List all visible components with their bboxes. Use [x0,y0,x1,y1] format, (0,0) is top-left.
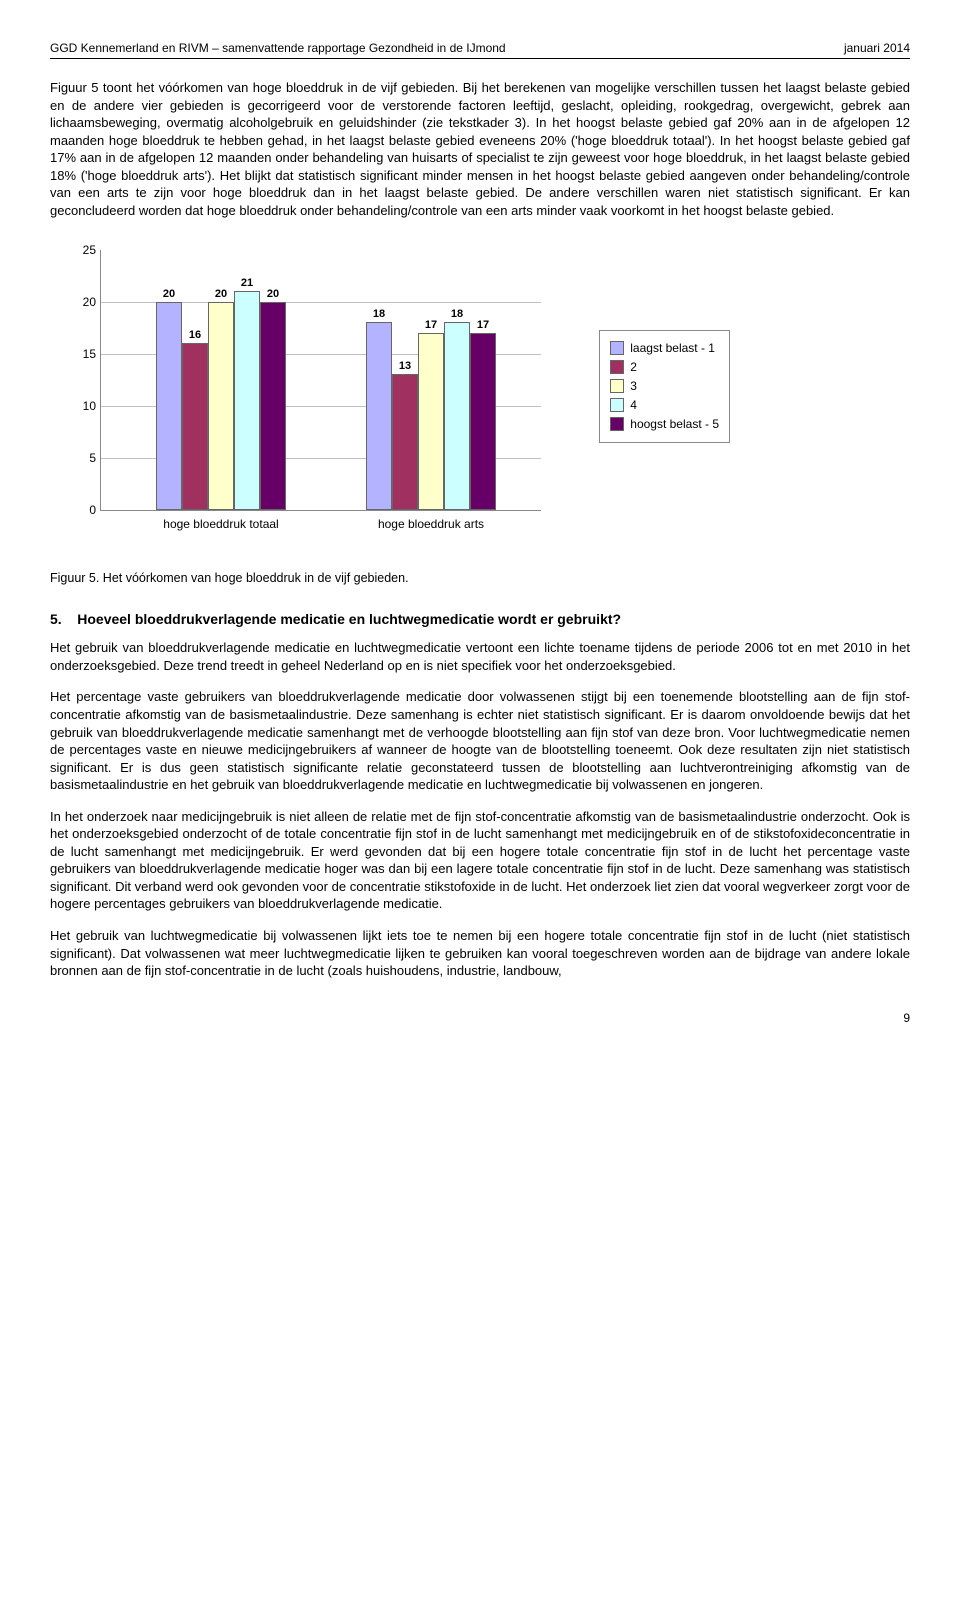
chart-y-tick: 5 [71,449,96,465]
legend-swatch [610,417,624,431]
chart-bar: 13 [392,374,418,509]
chart-plot-area: 05101520252016202120hoge bloeddruk totaa… [100,250,541,511]
legend-item: 2 [610,359,719,375]
page-header: GGD Kennemerland en RIVM – samenvattende… [50,40,910,59]
legend-swatch [610,398,624,412]
chart-bar: 18 [366,322,392,509]
header-right: januari 2014 [844,40,910,56]
intro-paragraph: Figuur 5 toont het vóórkomen van hoge bl… [50,79,910,219]
body-paragraph-3: In het onderzoek naar medicijngebruik is… [50,808,910,913]
legend-item: 3 [610,378,719,394]
chart-bar-value: 21 [241,276,253,291]
chart-bar: 20 [156,302,182,510]
legend-swatch [610,360,624,374]
chart-legend: laagst belast - 1 2 3 4 hoogst belast - 5 [599,330,730,443]
chart-bar-value: 20 [267,287,279,302]
chart-bar-value: 16 [189,328,201,343]
chart-y-tick: 10 [71,397,96,413]
legend-item: hoogst belast - 5 [610,416,719,432]
legend-label: 4 [630,397,637,413]
chart-bar-value: 20 [215,287,227,302]
chart-bar-group: 1813171817hoge bloeddruk arts [351,322,511,509]
chart-bar-value: 13 [399,359,411,374]
legend-item: 4 [610,397,719,413]
chart-y-tick: 20 [71,293,96,309]
body-paragraph-4: Het gebruik van luchtwegmedicatie bij vo… [50,927,910,980]
chart-bar-value: 18 [451,307,463,322]
chart-bar-value: 17 [477,318,489,333]
figure-5-chart: 05101520252016202120hoge bloeddruk totaa… [50,240,750,560]
legend-label: 3 [630,378,637,394]
legend-item: laagst belast - 1 [610,340,719,356]
header-left: GGD Kennemerland en RIVM – samenvattende… [50,40,506,56]
chart-bar: 17 [470,333,496,510]
chart-bar: 18 [444,322,470,509]
chart-y-tick: 15 [71,345,96,361]
legend-label: laagst belast - 1 [630,340,715,356]
body-paragraph-2: Het percentage vaste gebruikers van bloe… [50,688,910,793]
chart-bar-group: 2016202120hoge bloeddruk totaal [141,291,301,509]
section-heading: 5. Hoeveel bloeddrukverlagende medicatie… [50,610,910,629]
chart-bar: 21 [234,291,260,509]
chart-bar-value: 20 [163,287,175,302]
section-title: Hoeveel bloeddrukverlagende medicatie en… [77,611,621,627]
chart-x-label: hoge bloeddruk arts [378,516,484,532]
legend-swatch [610,379,624,393]
legend-swatch [610,341,624,355]
chart-bar-value: 17 [425,318,437,333]
chart-y-tick: 0 [71,501,96,517]
body-paragraph-1: Het gebruik van bloeddrukverlagende medi… [50,639,910,674]
chart-bar: 20 [260,302,286,510]
chart-bar: 16 [182,343,208,509]
chart-y-tick: 25 [71,241,96,257]
chart-bar: 17 [418,333,444,510]
chart-bar: 20 [208,302,234,510]
chart-bar-value: 18 [373,307,385,322]
page-number: 9 [50,1010,910,1026]
legend-label: 2 [630,359,637,375]
legend-label: hoogst belast - 5 [630,416,719,432]
section-number: 5. [50,611,62,627]
chart-x-label: hoge bloeddruk totaal [163,516,278,532]
figure-caption: Figuur 5. Het vóórkomen van hoge bloeddr… [50,570,910,587]
